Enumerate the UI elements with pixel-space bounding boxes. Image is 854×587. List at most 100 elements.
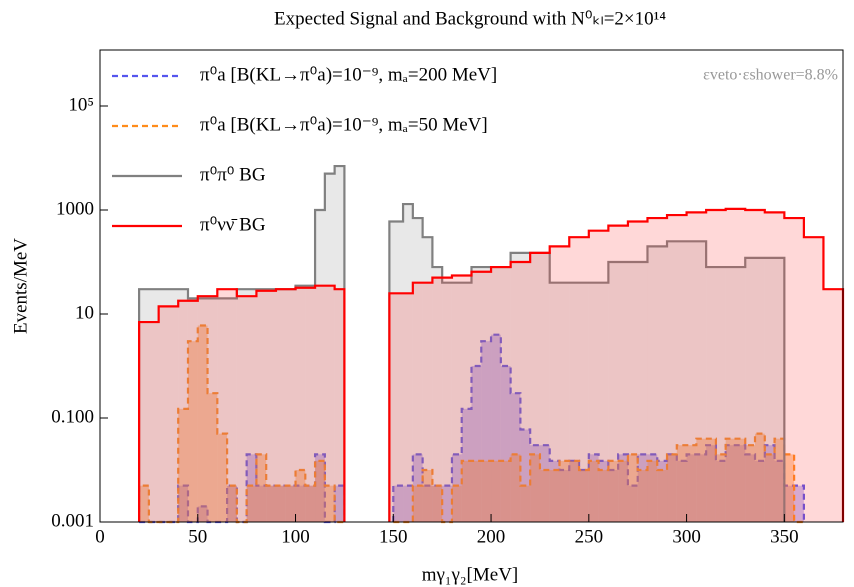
bin: [451, 275, 472, 522]
bin: [158, 306, 179, 522]
bin: [217, 433, 228, 522]
bin: [539, 470, 550, 522]
legend-label: π⁰a [B(KL→π⁰a)=10⁻⁹, mₐ=50 MeV]: [200, 114, 488, 135]
bin: [256, 454, 267, 522]
bin: [598, 460, 609, 522]
bin: [178, 485, 188, 522]
bin: [764, 212, 785, 522]
bin: [266, 485, 276, 522]
bin: [471, 460, 482, 522]
bin: [735, 445, 746, 522]
y-tick-label: 1000: [56, 198, 94, 219]
bin: [764, 445, 775, 522]
bin: [217, 289, 237, 522]
bin: [745, 454, 756, 522]
bin: [295, 485, 306, 522]
bin: [403, 204, 413, 522]
bin: [647, 460, 658, 522]
bin: [647, 454, 658, 522]
bin: [706, 438, 716, 522]
bin: [187, 341, 198, 522]
bin: [715, 460, 726, 522]
bin: [510, 262, 531, 522]
bin: [637, 454, 648, 522]
bin: [432, 485, 443, 522]
bin: [784, 485, 795, 522]
bin: [530, 445, 540, 522]
bin: [608, 262, 648, 522]
x-tick-label: 250: [575, 526, 604, 547]
legend-label: π⁰a [B(KL→π⁰a)=10⁻⁹, mₐ=200 MeV]: [200, 64, 497, 85]
bin: [178, 300, 198, 522]
bin: [676, 445, 687, 522]
bin: [275, 485, 286, 522]
bin: [686, 445, 697, 522]
bin: [696, 454, 707, 522]
bin: [588, 230, 609, 523]
bin: [139, 289, 188, 522]
x-axis-label: mγ₁γ₂[MeV]: [422, 564, 519, 585]
histogram-outline: [138, 164, 786, 522]
bin: [481, 460, 492, 522]
bin: [207, 393, 218, 522]
chart-title: Expected Signal and Background with N⁰ₖₗ…: [274, 8, 666, 29]
bin: [667, 454, 677, 522]
bin: [627, 485, 638, 522]
bin: [461, 460, 472, 522]
bin: [784, 454, 795, 522]
bin: [275, 289, 296, 522]
bin: [745, 445, 756, 522]
bin: [755, 460, 765, 522]
bin: [187, 298, 237, 522]
y-tick-label: 0.100: [51, 406, 94, 427]
bin: [461, 408, 472, 522]
bin: [559, 470, 570, 522]
bin: [637, 470, 648, 522]
bin: [725, 438, 736, 522]
bin: [500, 460, 511, 522]
bin: [559, 460, 570, 522]
bin: [657, 470, 668, 522]
bin: [725, 445, 736, 522]
bin: [275, 485, 286, 522]
bin: [422, 485, 433, 522]
x-tick-label: 150: [379, 526, 408, 547]
bin: [725, 208, 746, 522]
bin: [676, 460, 687, 522]
bin: [598, 470, 609, 522]
bin: [422, 237, 433, 522]
bin: [305, 285, 316, 522]
legend-label: π⁰π⁰ BG: [200, 164, 266, 185]
bin: [735, 438, 746, 522]
bin: [764, 454, 775, 522]
bin: [647, 218, 668, 522]
x-tick-label: 50: [188, 526, 207, 547]
annotation: εveto·εshower=8.8%: [703, 67, 838, 84]
bin: [510, 454, 521, 522]
bin: [481, 341, 492, 522]
x-tick-label: 300: [672, 526, 701, 547]
bin: [608, 470, 619, 522]
bin: [451, 485, 462, 522]
bin: [686, 212, 707, 522]
bin: [471, 267, 511, 522]
histogram-outline: [139, 333, 805, 524]
bin: [334, 166, 345, 522]
bin: [432, 485, 443, 522]
bin: [510, 393, 521, 522]
bin: [412, 282, 433, 522]
bin: [706, 445, 716, 522]
bin: [246, 485, 257, 522]
bin: [627, 221, 648, 522]
bin: [442, 282, 472, 522]
bin: [315, 285, 335, 522]
bin: [315, 460, 325, 522]
bin: [588, 460, 599, 522]
bin: [412, 454, 423, 522]
x-tick-label: 0: [95, 526, 105, 547]
bin: [569, 237, 589, 522]
bin: [794, 485, 804, 522]
bin: [236, 296, 257, 522]
bin: [520, 485, 531, 522]
